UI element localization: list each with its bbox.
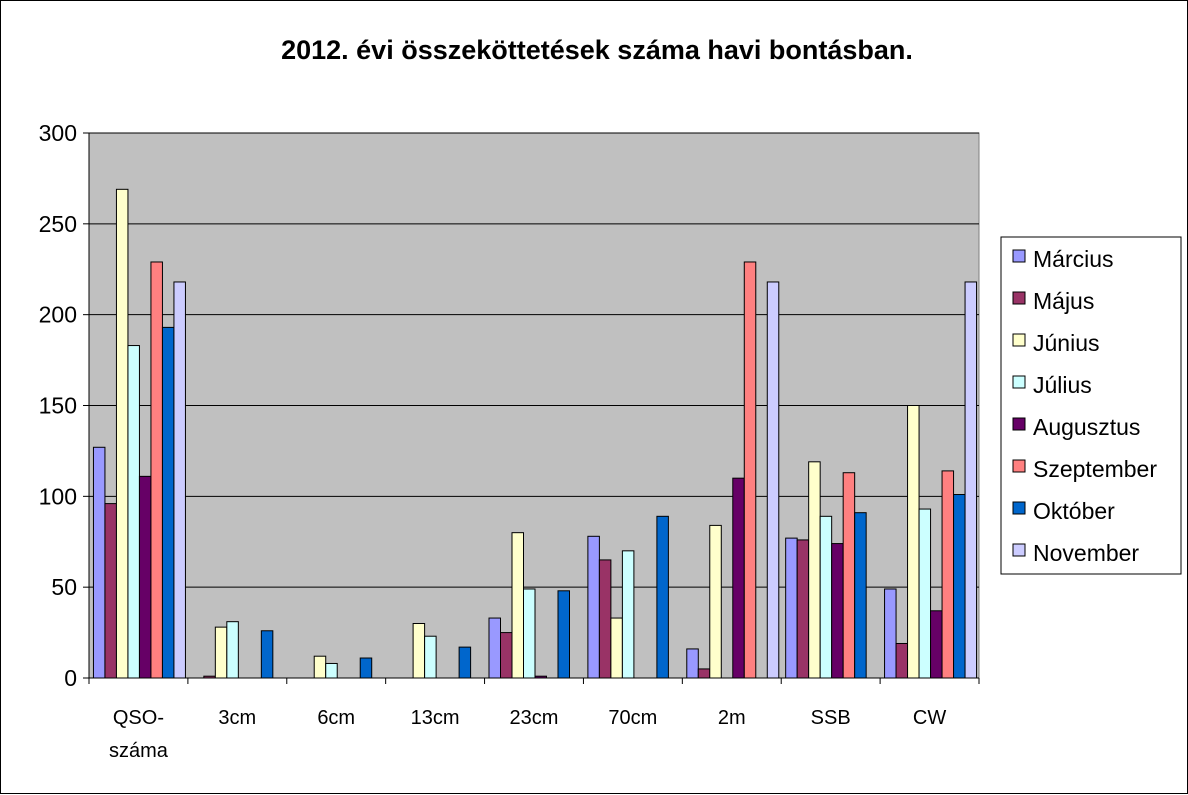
chart-title: 2012. évi összeköttetések száma havi bon… bbox=[281, 35, 913, 65]
legend-label: Július bbox=[1033, 372, 1092, 398]
x-tick-label: száma bbox=[109, 740, 169, 762]
legend-swatch bbox=[1012, 333, 1026, 347]
bars bbox=[92, 188, 978, 679]
bar bbox=[214, 626, 228, 679]
bar bbox=[808, 461, 821, 679]
y-tick-label: 250 bbox=[39, 211, 77, 237]
bar bbox=[686, 648, 699, 679]
bar bbox=[173, 281, 186, 679]
bar bbox=[104, 503, 117, 679]
legend-label: Június bbox=[1033, 330, 1099, 356]
bar bbox=[743, 261, 757, 679]
legend-swatch bbox=[1012, 459, 1026, 473]
x-tick-label: 13cm bbox=[411, 707, 460, 729]
legend-label: November bbox=[1033, 540, 1139, 566]
bar bbox=[610, 617, 623, 679]
x-tick-label: SSB bbox=[811, 707, 851, 729]
legend-swatch bbox=[1012, 501, 1026, 515]
bar bbox=[918, 508, 932, 679]
y-tick-label: 200 bbox=[39, 302, 77, 328]
y-tick-label: 150 bbox=[39, 393, 77, 419]
bar bbox=[598, 559, 612, 679]
bar bbox=[930, 610, 943, 679]
bar bbox=[92, 446, 106, 679]
bar bbox=[697, 668, 711, 679]
legend-label: Március bbox=[1033, 246, 1114, 272]
bar bbox=[964, 281, 978, 679]
legend-label: Szeptember bbox=[1033, 456, 1157, 482]
bar bbox=[895, 642, 909, 679]
legend-label: Május bbox=[1033, 288, 1094, 314]
bar bbox=[732, 477, 745, 679]
y-tick-label: 100 bbox=[39, 483, 77, 509]
bar bbox=[907, 405, 920, 679]
bar bbox=[587, 535, 600, 679]
bar bbox=[115, 188, 129, 679]
bar bbox=[127, 345, 140, 679]
legend-label: Augusztus bbox=[1033, 414, 1140, 440]
bar bbox=[260, 630, 274, 679]
x-tick-label: 70cm bbox=[608, 707, 657, 729]
x-tick-label: 2m bbox=[718, 707, 746, 729]
legend-swatch bbox=[1012, 417, 1026, 431]
bar bbox=[656, 515, 669, 679]
bar bbox=[766, 281, 780, 679]
bar bbox=[842, 472, 856, 679]
bar bbox=[854, 512, 867, 679]
x-tick-label: 6cm bbox=[317, 707, 355, 729]
bar bbox=[557, 590, 570, 679]
axes: 0 50 100 150 200 250 300 QSO-száma 3cm 6cm 13cm 23c… bbox=[39, 120, 980, 762]
bar bbox=[488, 617, 501, 679]
legend-swatch bbox=[1012, 291, 1026, 305]
y-tick-label: 0 bbox=[64, 665, 77, 691]
x-tick-label: QSO- bbox=[113, 707, 164, 729]
bar bbox=[359, 657, 373, 679]
legend-swatch bbox=[1012, 375, 1026, 389]
bar bbox=[831, 543, 844, 679]
bar bbox=[621, 550, 635, 679]
legend-label: Október bbox=[1033, 498, 1115, 524]
x-tick-label: 23cm bbox=[510, 707, 559, 729]
y-tick-label: 300 bbox=[39, 120, 77, 146]
bar bbox=[500, 632, 513, 679]
legend-swatch bbox=[1012, 249, 1026, 263]
bar bbox=[796, 539, 810, 679]
bar bbox=[226, 621, 239, 679]
bar bbox=[819, 515, 833, 679]
bar bbox=[785, 537, 798, 679]
bar bbox=[138, 475, 152, 679]
bar bbox=[424, 635, 437, 679]
legend-box bbox=[1000, 236, 1182, 575]
y-tick-label: 50 bbox=[51, 574, 77, 600]
bar bbox=[884, 588, 897, 679]
legend: Március Május Június Július Augusztus Szeptem… bbox=[1000, 236, 1182, 575]
bar bbox=[313, 655, 327, 679]
bar bbox=[161, 326, 175, 679]
x-tick-label: CW bbox=[913, 707, 946, 729]
bar bbox=[953, 494, 966, 679]
bar bbox=[709, 524, 722, 679]
bar bbox=[325, 662, 338, 679]
bar bbox=[150, 261, 163, 679]
bar bbox=[511, 532, 524, 679]
bar bbox=[412, 623, 426, 679]
bar bbox=[941, 470, 955, 679]
bar bbox=[458, 646, 472, 679]
x-tick-label: 3cm bbox=[218, 707, 256, 729]
legend-swatch bbox=[1012, 543, 1026, 557]
bar bbox=[523, 588, 536, 679]
